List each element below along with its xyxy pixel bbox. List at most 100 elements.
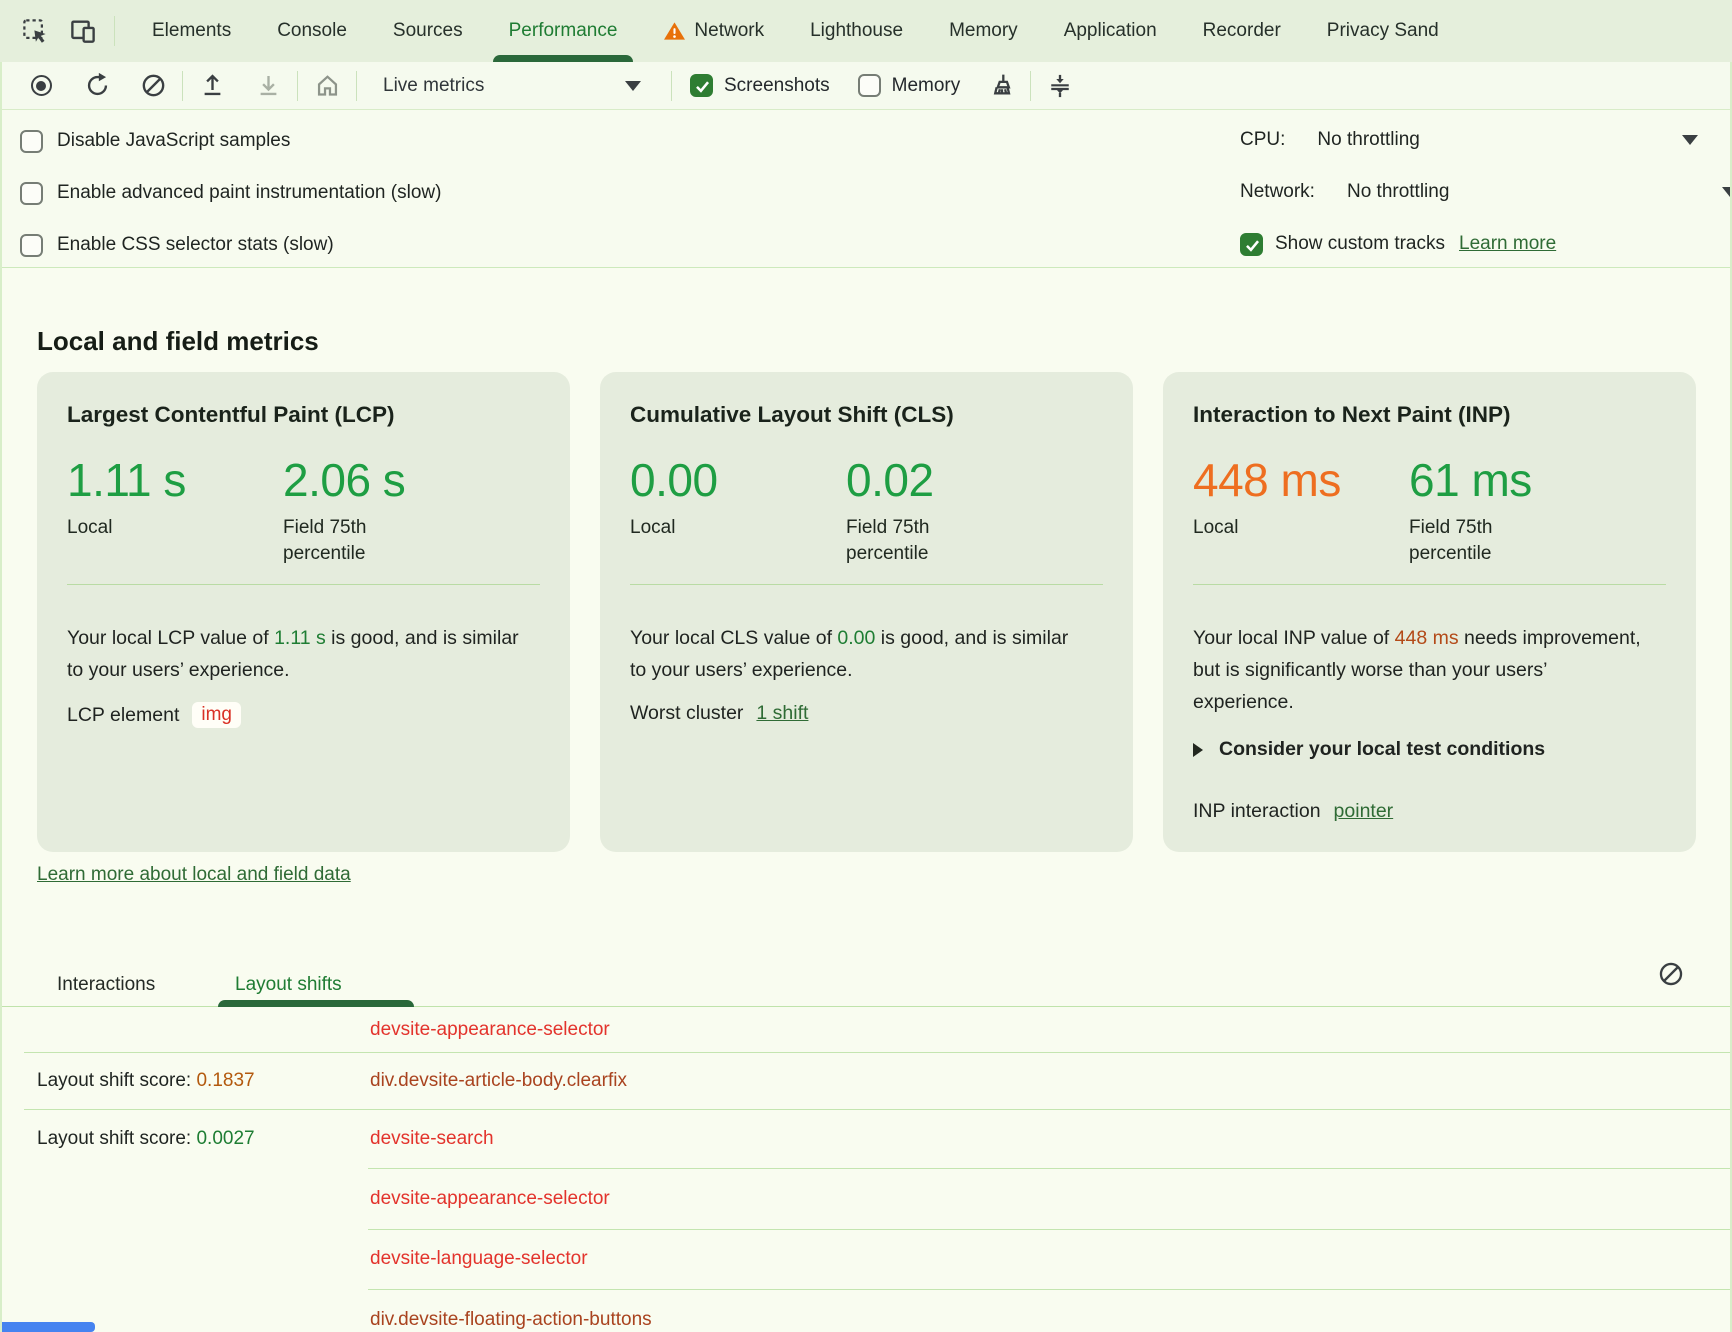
card-divider (630, 584, 1103, 585)
cls-field-value: 0.02 (846, 454, 934, 506)
collect-garbage-broom-icon[interactable] (984, 69, 1018, 103)
inp-metric-card: Interaction to Next Paint (INP) 448 ms L… (1163, 372, 1696, 852)
record-button[interactable] (24, 69, 58, 103)
shift-node-link[interactable]: div.devsite-article-body.clearfix (370, 1069, 627, 1091)
custom-tracks-learn-more-link[interactable]: Learn more (1459, 233, 1557, 254)
setting-css-selector-stats[interactable]: Enable CSS selector stats (slow) (20, 228, 334, 262)
tab-layout-shifts[interactable]: Layout shifts (235, 974, 342, 995)
save-profile-button[interactable] (251, 69, 285, 103)
tab-performance[interactable]: Performance (486, 0, 641, 62)
setting-advanced-paint[interactable]: Enable advanced paint instrumentation (s… (20, 176, 441, 210)
advanced-paint-checkbox[interactable] (20, 181, 43, 205)
shift-node-link[interactable]: devsite-language-selector (370, 1248, 588, 1269)
tab-recorder[interactable]: Recorder (1202, 20, 1281, 41)
tab-memory[interactable]: Memory (949, 20, 1018, 41)
row-divider (368, 1229, 1732, 1230)
screenshots-checkbox[interactable] (690, 74, 713, 97)
setting-disable-js-samples[interactable]: Disable JavaScript samples (20, 124, 290, 158)
network-value: No throttling (1346, 181, 1450, 202)
row-divider (368, 1289, 1732, 1290)
inp-local-value-group: 448 ms Local (1193, 454, 1409, 567)
inp-interaction-row: INP interaction pointer (1193, 800, 1394, 822)
cpu-value: No throttling (1317, 129, 1420, 150)
cpu-throttling-select[interactable]: CPU: No throttling (1240, 123, 1698, 157)
show-custom-tracks-checkbox[interactable] (1240, 232, 1263, 256)
network-throttling-select[interactable]: Network: No throttling (1240, 175, 1732, 209)
shift-node-link[interactable]: devsite-appearance-selector (370, 1019, 610, 1040)
layout-shift-row[interactable]: div.devsite-floating-action-buttons (0, 1289, 1732, 1332)
devtools-tab-bar: Elements Console Sources Performance Net… (0, 0, 1732, 62)
shift-node-link[interactable]: devsite-appearance-selector (370, 1187, 610, 1209)
shift-node-link[interactable]: devsite-search (370, 1127, 494, 1149)
layout-shift-row[interactable]: devsite-language-selector (0, 1229, 1732, 1289)
screenshots-toggle[interactable]: Screenshots (690, 74, 830, 97)
card-title: Cumulative Layout Shift (CLS) (630, 402, 954, 427)
cls-field-value-group: 0.02 Field 75th percentile (846, 454, 1103, 567)
memory-toggle[interactable]: Memory (857, 74, 960, 97)
disclosure-triangle-icon (1193, 742, 1203, 757)
card-divider (1193, 584, 1666, 585)
lcp-element-node-chip[interactable]: img (192, 702, 241, 728)
tab-privacy-sandbox[interactable]: Privacy Sand (1326, 20, 1439, 41)
performance-toolbar: Live metrics Screenshots Memory (0, 62, 1732, 110)
lcp-local-value-group: 1.11 s Local (67, 454, 283, 567)
tab-lighthouse[interactable]: Lighthouse (810, 20, 904, 41)
card-title: Interaction to Next Paint (INP) (1193, 402, 1511, 427)
tab-sources[interactable]: Sources (392, 20, 463, 41)
panel-right-border (1730, 62, 1732, 1332)
log-tabs-divider (0, 1006, 1732, 1007)
layout-shift-row[interactable]: Layout shift score: 0.0027 devsite-searc… (0, 1109, 1732, 1168)
memory-checkbox[interactable] (857, 74, 881, 97)
local-field-data-learn-more-link[interactable]: Learn more about local and field data (37, 864, 351, 885)
disable-js-samples-checkbox[interactable] (20, 129, 43, 153)
clear-button[interactable] (136, 69, 170, 103)
load-profile-button[interactable] (195, 69, 229, 103)
lcp-field-value: 2.06 s (283, 454, 406, 506)
inp-interaction-link[interactable]: pointer (1333, 800, 1394, 822)
worst-cluster-link[interactable]: 1 shift (756, 702, 809, 724)
lcp-description: Your local LCP value of 1.11 s is good, … (67, 626, 519, 681)
layout-shift-row[interactable]: devsite-appearance-selector (0, 1008, 1732, 1052)
tab-console[interactable]: Console (277, 20, 347, 41)
local-test-conditions-expander[interactable]: Consider your local test conditions (1193, 738, 1545, 761)
warning-icon (663, 21, 686, 41)
home-live-metrics-icon[interactable] (310, 69, 344, 103)
panel-tabs: Elements Console Sources Performance Net… (129, 0, 1462, 62)
row-divider (24, 1109, 1732, 1110)
lcp-field-value-group: 2.06 s Field 75th percentile (283, 454, 540, 567)
capture-settings-pane: Disable JavaScript samples Enable advanc… (0, 110, 1732, 268)
reload-and-record-button[interactable] (80, 69, 114, 103)
inp-description: Your local INP value of 448 ms needs imp… (1193, 626, 1641, 713)
inp-field-value-group: 61 ms Field 75th percentile (1409, 454, 1666, 567)
horizontal-scrollbar-thumb[interactable] (0, 1322, 95, 1332)
tab-elements[interactable]: Elements (152, 20, 232, 41)
device-toolbar-icon[interactable] (66, 14, 100, 48)
tab-application[interactable]: Application (1063, 20, 1157, 41)
inspect-element-icon[interactable] (18, 14, 52, 48)
collapse-sections-icon[interactable] (1043, 69, 1077, 103)
setting-show-custom-tracks[interactable]: Show custom tracks Learn more (1240, 227, 1556, 261)
section-title: Local and field metrics (37, 325, 319, 356)
chevron-down-icon (1722, 187, 1732, 197)
layout-shift-row[interactable]: Layout shift score: 0.1837 div.devsite-a… (0, 1052, 1732, 1109)
tab-interactions[interactable]: Interactions (57, 974, 156, 995)
history-dropdown[interactable]: Live metrics (369, 68, 659, 104)
row-divider (368, 1168, 1732, 1169)
active-tab-underline (492, 55, 634, 62)
card-divider (67, 584, 540, 585)
cls-description: Your local CLS value of 0.00 is good, an… (630, 626, 1069, 681)
inp-local-value: 448 ms (1193, 454, 1341, 506)
css-selector-stats-checkbox[interactable] (20, 233, 43, 257)
shift-node-link[interactable]: div.devsite-floating-action-buttons (370, 1309, 652, 1330)
layout-shift-row[interactable]: devsite-appearance-selector (0, 1168, 1732, 1229)
inp-field-value: 61 ms (1409, 454, 1532, 506)
chevron-down-icon (625, 80, 641, 91)
tab-network[interactable]: Network (640, 0, 787, 62)
cls-local-value: 0.00 (630, 454, 718, 506)
lcp-local-value: 1.11 s (67, 454, 186, 506)
clear-log-button[interactable] (1657, 960, 1685, 993)
chevron-down-icon (1682, 135, 1698, 145)
lcp-metric-card: Largest Contentful Paint (LCP) 1.11 s Lo… (37, 372, 570, 852)
card-title: Largest Contentful Paint (LCP) (67, 402, 395, 427)
history-dropdown-value: Live metrics (383, 74, 485, 96)
